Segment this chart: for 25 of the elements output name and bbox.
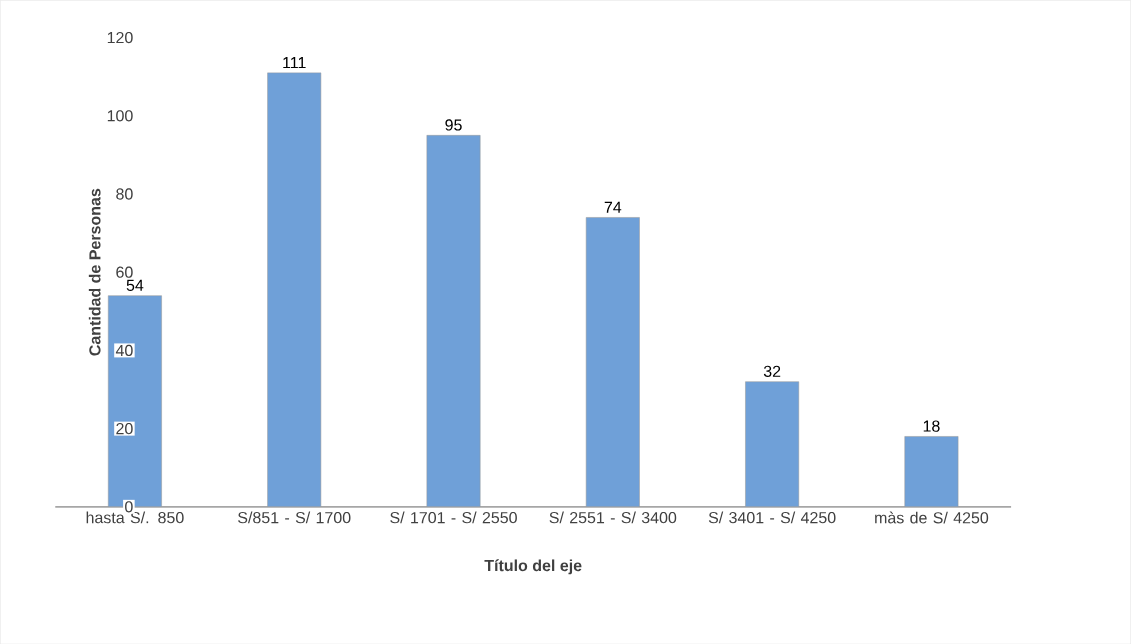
bar [745, 381, 800, 507]
data-label: 54 [126, 279, 144, 291]
x-tick-label: S/851 - S/ 1700 [238, 511, 351, 524]
data-label: 18 [923, 420, 940, 432]
bar [267, 72, 322, 507]
x-tick-label: S/ 2551 - S/ 3400 [549, 511, 677, 524]
x-tick-label: màs de S/ 4250 [875, 511, 989, 524]
y-tick-label: 40 [115, 344, 133, 356]
bar [426, 134, 481, 507]
x-tick-label: S/ 1701 - S/ 2550 [390, 511, 517, 524]
bar [585, 216, 640, 507]
bar [904, 435, 959, 507]
data-label: 95 [445, 119, 462, 131]
y-tick-label: 80 [116, 188, 133, 200]
x-tick-label: S/ 3401 - S/ 4250 [708, 511, 836, 524]
y-tick-label: 0 [125, 500, 133, 513]
y-tick-label: 100 [107, 109, 133, 122]
data-label: 32 [763, 365, 781, 377]
y-tick-label: 60 [116, 266, 133, 278]
y-tick-label: 20 [116, 422, 133, 435]
x-axis-title: Título del eje [484, 559, 582, 575]
y-axis-title: Cantidad de Personas [88, 188, 101, 356]
data-label: 111 [283, 56, 306, 68]
y-tick-label: 120 [107, 31, 133, 44]
data-label: 74 [604, 201, 622, 213]
